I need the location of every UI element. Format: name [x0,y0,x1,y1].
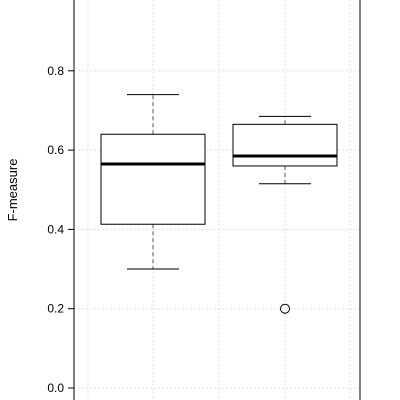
y-axis: 0.0 0.2 0.4 0.6 0.8 [47,64,74,395]
y-tick-label: 0.0 [47,381,64,395]
y-tick-label: 0.4 [47,222,64,236]
box-iqr [100,133,206,225]
y-tick-label: 0.8 [47,64,64,78]
y-tick-label: 0.6 [47,143,64,157]
box-1 [100,94,206,270]
box-2 [232,115,338,314]
y-axis-title: F-measure [5,159,20,222]
box-iqr [232,123,338,167]
box-series [100,94,338,314]
y-tick-label: 0.2 [47,302,64,316]
outlier-point [280,303,290,314]
plot-frame [73,0,361,400]
